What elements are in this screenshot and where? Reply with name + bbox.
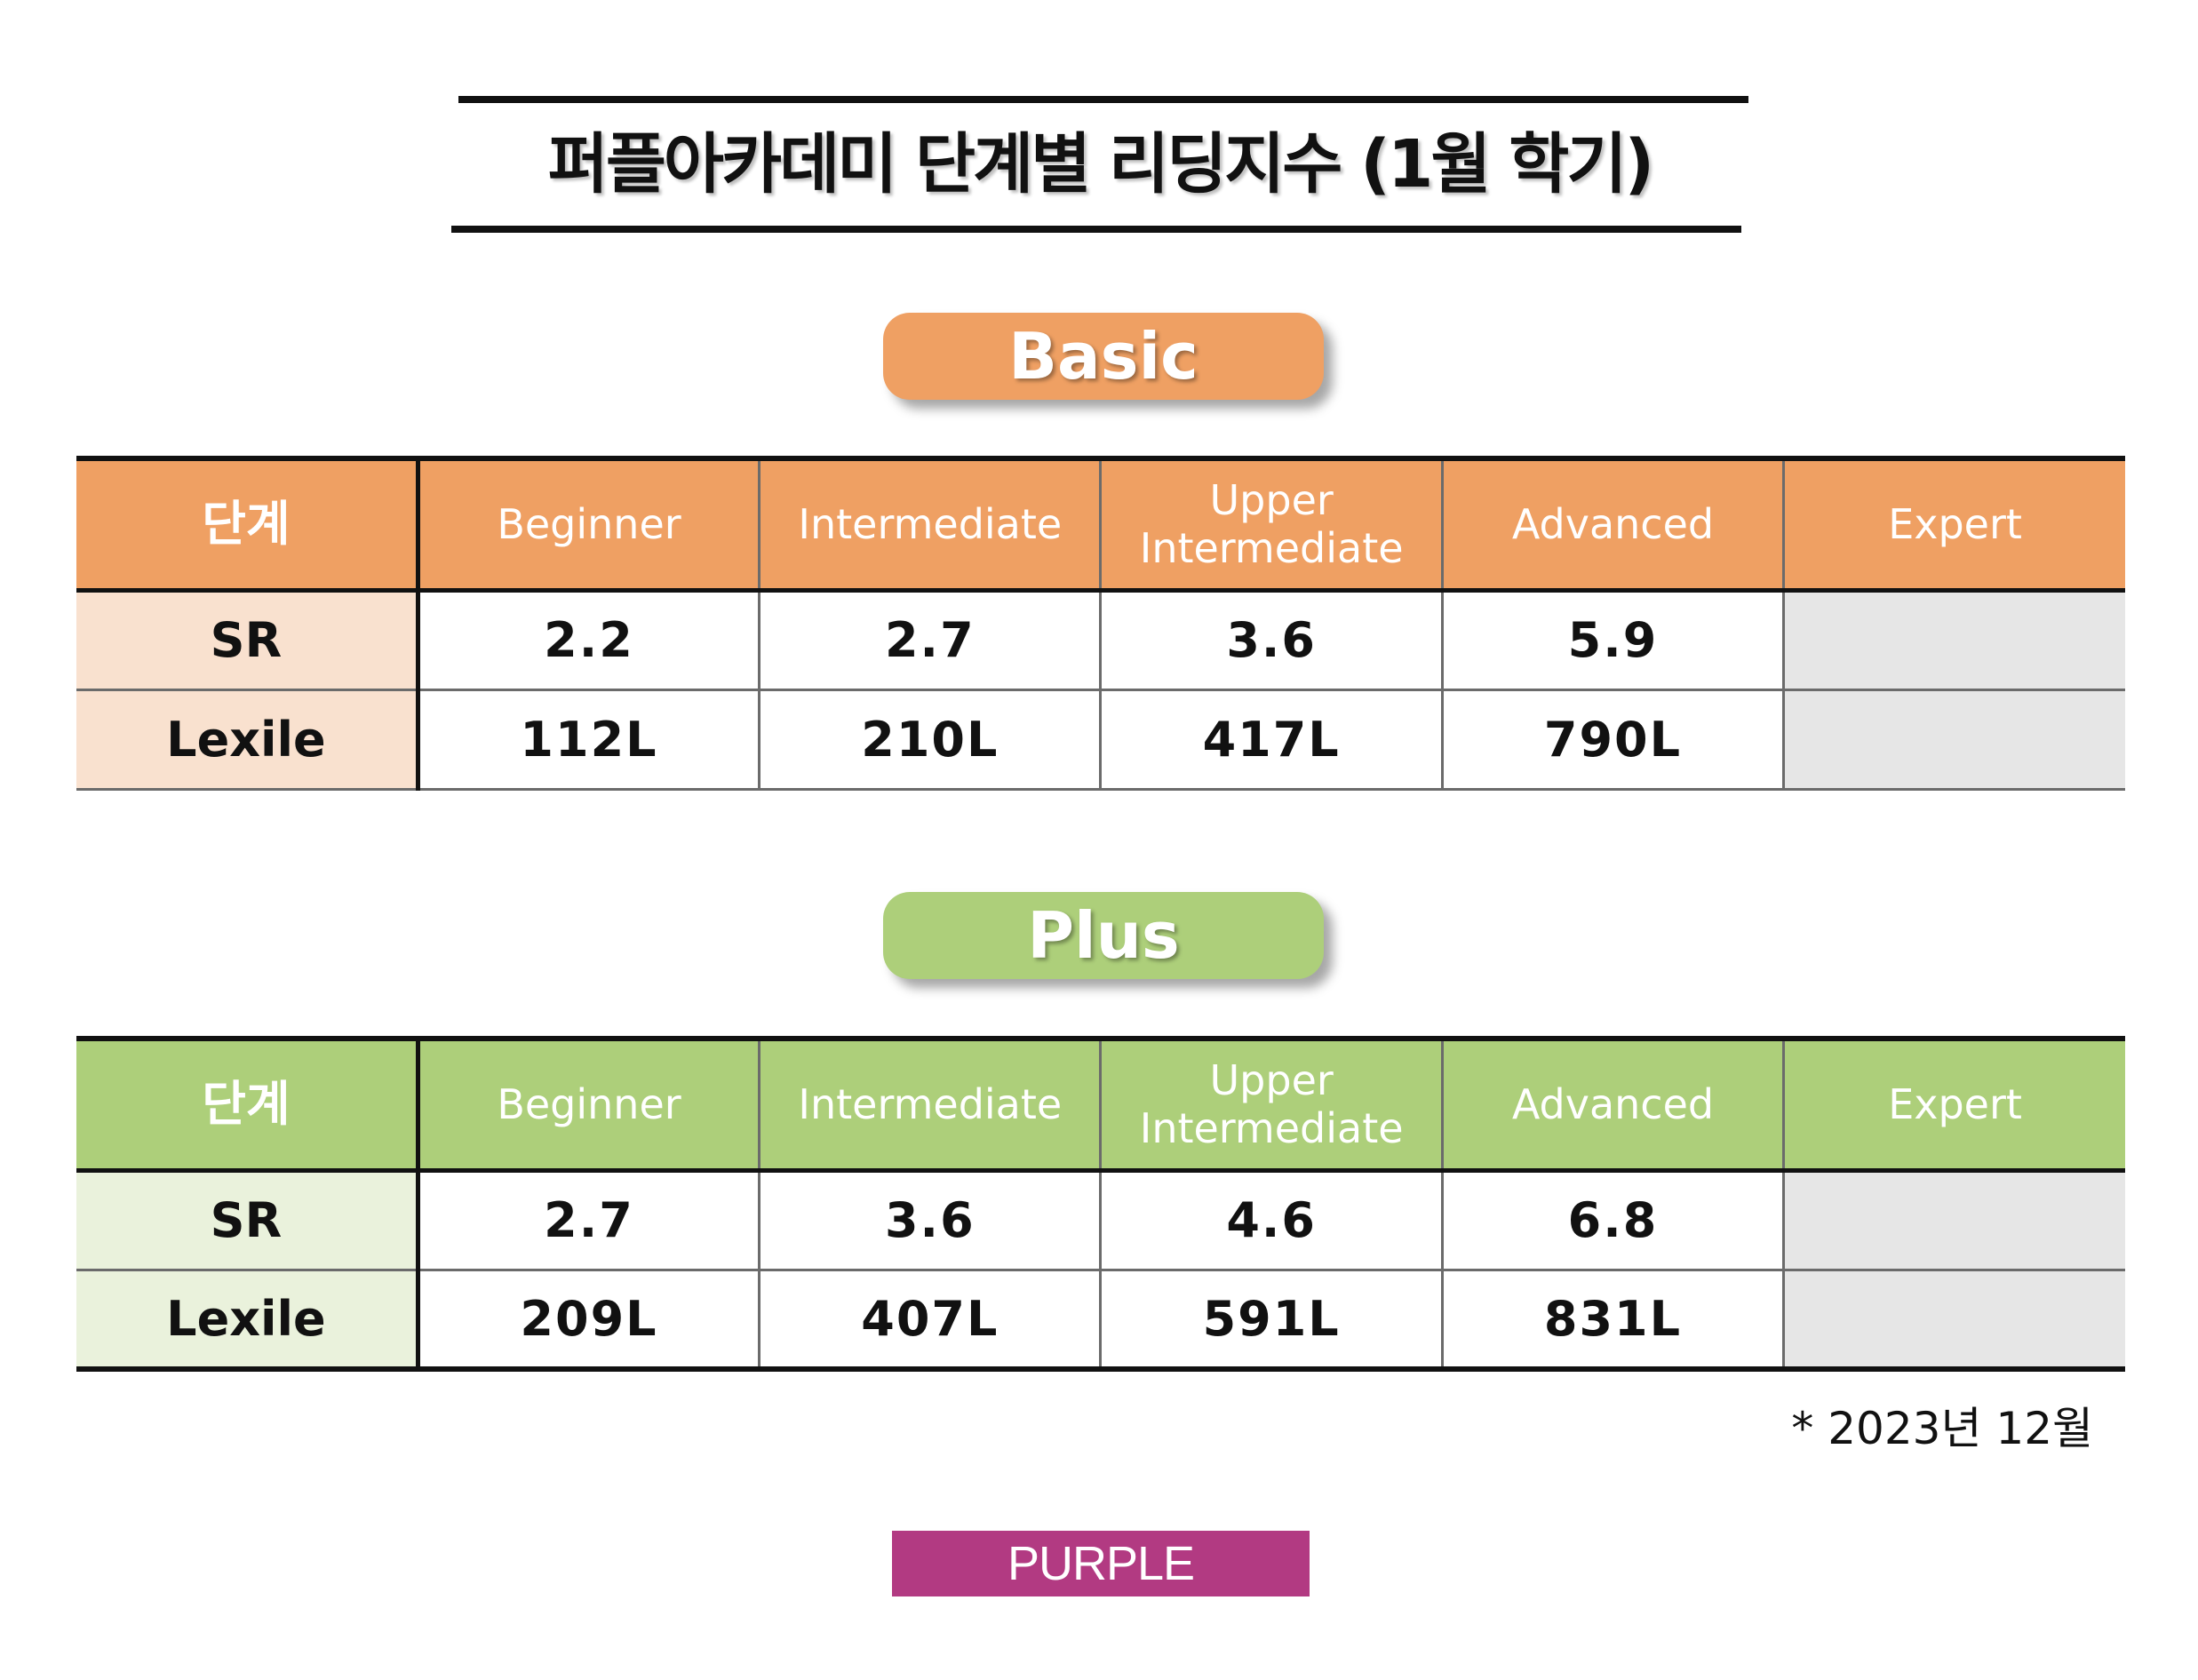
title-top-rule — [458, 96, 1748, 103]
cell-value: 2.7 — [418, 1170, 760, 1271]
cell-value: 5.9 — [1440, 590, 1784, 691]
header-stage: 단계 — [76, 1036, 420, 1173]
cell-empty — [1782, 590, 2125, 691]
page-title: 퍼플아카데미 단계별 리딩지수 (1월 학기) — [547, 126, 1654, 203]
cell-value: 210L — [758, 689, 1101, 791]
header-beginner: Beginner — [418, 456, 760, 593]
title-block: 퍼플아카데미 단계별 리딩지수 (1월 학기) — [451, 96, 1748, 235]
header-expert: Expert — [1782, 1036, 2125, 1173]
header-intermediate-line: Intermediate — [1139, 1104, 1404, 1153]
header-advanced: Advanced — [1440, 1036, 1784, 1173]
table-row: Lexile 209L 407L 591L 831L — [76, 1270, 2125, 1372]
header-advanced: Advanced — [1440, 456, 1784, 593]
cell-empty — [1782, 1170, 2125, 1271]
header-row: 단계 Beginner Intermediate Upper Intermedia… — [76, 456, 2125, 593]
header-intermediate-line: Intermediate — [1139, 524, 1404, 573]
cell-value: 591L — [1099, 1270, 1443, 1372]
cell-empty — [1782, 689, 2125, 791]
row-label-lexile: Lexile — [76, 689, 420, 791]
header-expert: Expert — [1782, 456, 2125, 593]
header-upper-intermediate: Upper Intermediate — [1099, 456, 1443, 593]
cell-value: 417L — [1099, 689, 1443, 791]
header-stage: 단계 — [76, 456, 420, 593]
basic-table: 단계 Beginner Intermediate Upper Intermedia… — [76, 456, 2125, 791]
cell-value: 112L — [418, 689, 760, 791]
cell-value: 2.7 — [758, 590, 1101, 691]
table-row: SR 2.7 3.6 4.6 6.8 — [76, 1170, 2125, 1271]
purple-academy-logo: PURPLE ACADEMY — [892, 1531, 1310, 1656]
cell-empty — [1782, 1270, 2125, 1372]
table-row: Lexile 112L 210L 417L 790L — [76, 689, 2125, 791]
cell-value: 3.6 — [1099, 590, 1443, 691]
header-upper-line: Upper — [1209, 1056, 1334, 1105]
cell-value: 4.6 — [1099, 1170, 1443, 1271]
header-upper-intermediate: Upper Intermediate — [1099, 1036, 1443, 1173]
header-beginner: Beginner — [418, 1036, 760, 1173]
plus-table: 단계 Beginner Intermediate Upper Intermedia… — [76, 1036, 2125, 1372]
row-label-sr: SR — [76, 1170, 420, 1271]
cell-value: 407L — [758, 1270, 1101, 1372]
row-label-lexile: Lexile — [76, 1270, 420, 1372]
date-footnote: * 2023년 12월 — [1791, 1403, 2093, 1454]
basic-label: Basic — [883, 313, 1324, 400]
header-upper-line: Upper — [1209, 476, 1334, 525]
plus-label: Plus — [883, 892, 1324, 979]
cell-value: 209L — [418, 1270, 760, 1372]
cell-value: 3.6 — [758, 1170, 1101, 1271]
table-row: SR 2.2 2.7 3.6 5.9 — [76, 590, 2125, 691]
title-bottom-rule — [451, 226, 1741, 233]
cell-value: 831L — [1440, 1270, 1784, 1372]
cell-value: 2.2 — [418, 590, 760, 691]
header-row: 단계 Beginner Intermediate Upper Intermedia… — [76, 1036, 2125, 1173]
row-label-sr: SR — [76, 590, 420, 691]
header-intermediate: Intermediate — [758, 456, 1101, 593]
header-intermediate: Intermediate — [758, 1036, 1101, 1173]
cell-value: 790L — [1440, 689, 1784, 791]
cell-value: 6.8 — [1440, 1170, 1784, 1271]
